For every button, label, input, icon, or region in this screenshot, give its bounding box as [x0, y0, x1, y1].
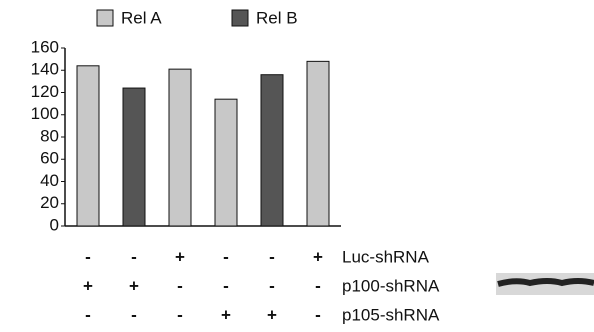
- chart: 0 20 40 60 80 100 120 140 160 Rel A Rel B - - + - - + Luc…: [0, 0, 594, 327]
- bar: [169, 69, 191, 226]
- y-tick-label: 40: [40, 171, 59, 190]
- condition-mark: +: [267, 305, 277, 324]
- bar: [77, 66, 99, 226]
- condition-label: Luc-shRNA: [342, 247, 430, 266]
- condition-mark: -: [131, 247, 137, 266]
- bar: [307, 61, 329, 226]
- condition-mark: +: [175, 247, 185, 266]
- condition-mark: -: [85, 305, 91, 324]
- y-tick-label: 80: [40, 126, 59, 145]
- y-tick-label: 140: [31, 60, 59, 79]
- y-tick-label: 60: [40, 149, 59, 168]
- condition-mark: -: [177, 305, 183, 324]
- condition-mark: -: [177, 276, 183, 295]
- condition-label: p105-shRNA: [342, 305, 440, 324]
- legend-label: Rel A: [121, 8, 162, 27]
- condition-mark: -: [269, 276, 275, 295]
- condition-mark: -: [223, 247, 229, 266]
- bar: [123, 88, 145, 226]
- bar: [215, 99, 237, 226]
- condition-mark: +: [221, 305, 231, 324]
- condition-mark: -: [223, 276, 229, 295]
- condition-label: p100-shRNA: [342, 276, 440, 295]
- bar: [261, 75, 283, 226]
- y-tick-label: 160: [31, 37, 59, 56]
- legend-swatch: [232, 10, 248, 26]
- condition-mark: +: [313, 247, 323, 266]
- condition-mark: -: [269, 247, 275, 266]
- legend-label: Rel B: [256, 8, 298, 27]
- condition-mark: +: [129, 276, 139, 295]
- western-blot: [496, 273, 594, 295]
- condition-mark: -: [85, 247, 91, 266]
- y-tick-label: 120: [31, 82, 59, 101]
- condition-mark: -: [315, 305, 321, 324]
- condition-mark: -: [315, 276, 321, 295]
- condition-mark: -: [131, 305, 137, 324]
- y-tick-label: 0: [50, 215, 59, 234]
- y-tick-label: 20: [40, 193, 59, 212]
- condition-mark: +: [83, 276, 93, 295]
- legend-swatch: [97, 10, 113, 26]
- y-tick-label: 100: [31, 104, 59, 123]
